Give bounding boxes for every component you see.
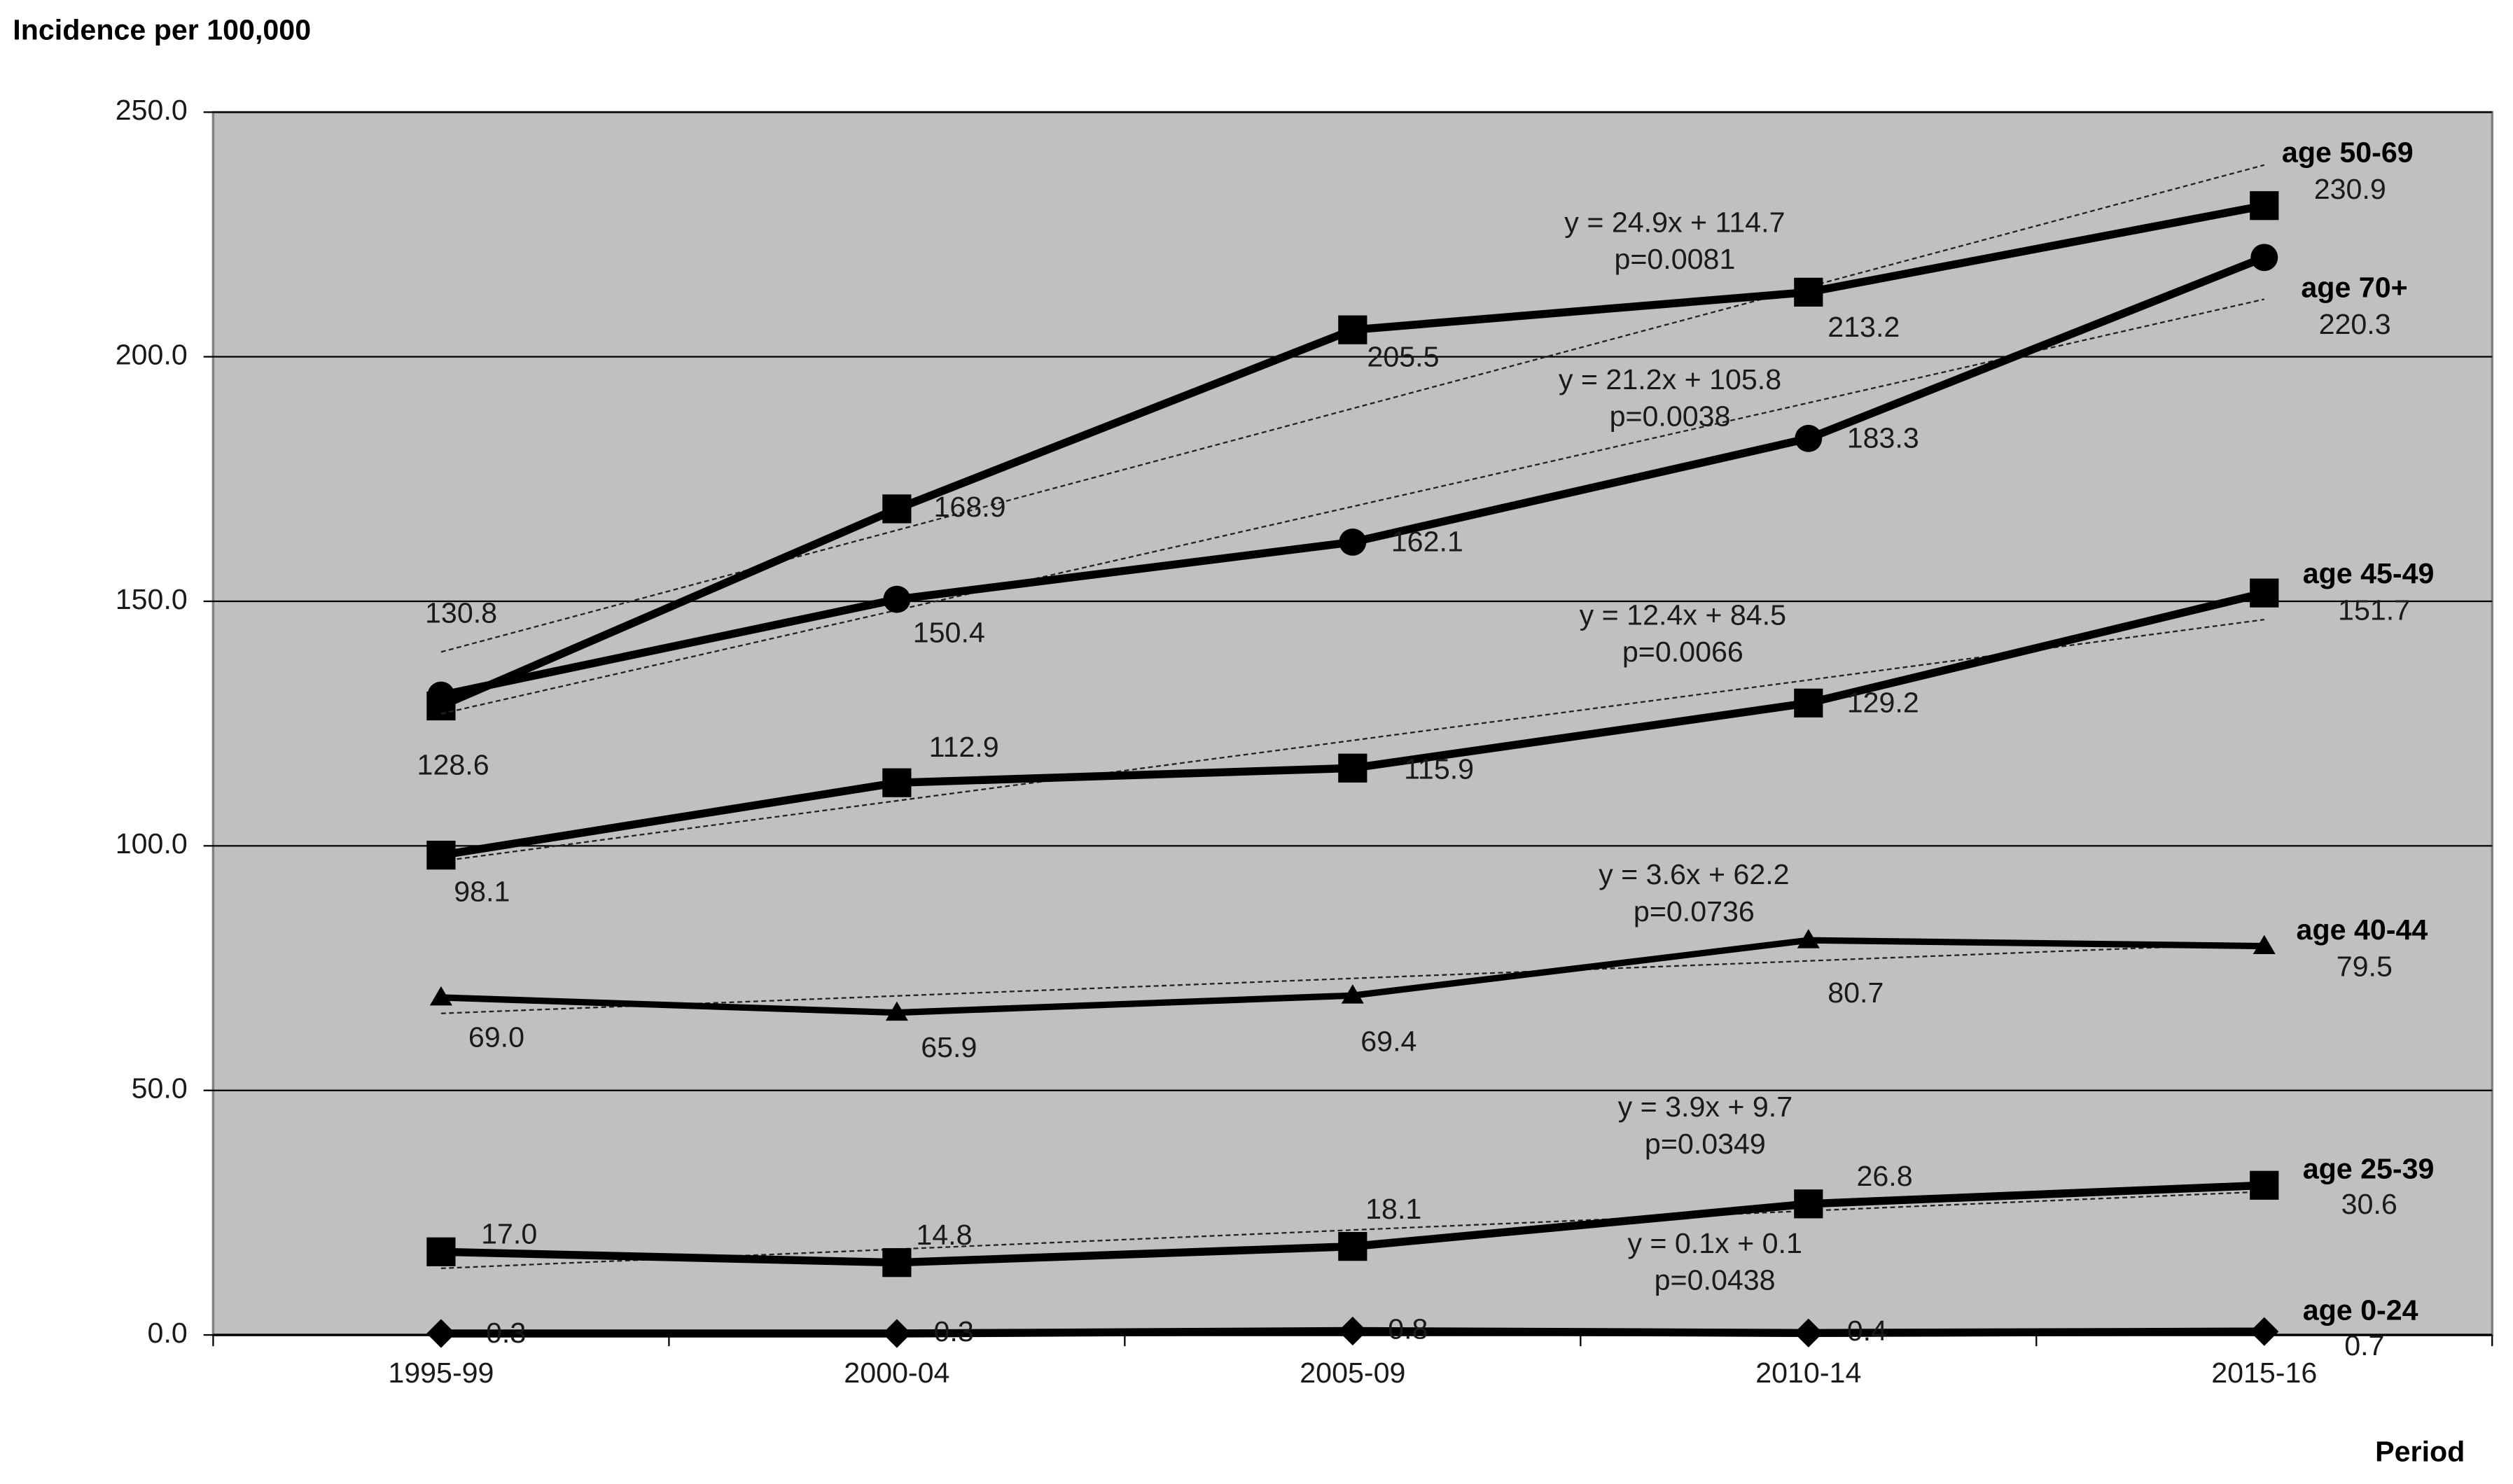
marker — [1338, 1316, 1367, 1346]
x-tick-label: 2015-16 — [2211, 1357, 2317, 1389]
marker — [1338, 1232, 1367, 1261]
marker — [882, 494, 912, 524]
value-label: 168.9 — [934, 491, 1006, 523]
trend-equation: y = 3.9x + 9.7 — [1618, 1091, 1793, 1123]
marker — [426, 1319, 456, 1348]
y-tick-label: 50.0 — [132, 1072, 188, 1105]
value-label: 30.6 — [2341, 1188, 2397, 1220]
marker — [2250, 1317, 2279, 1346]
trend-equation: y = 0.1x + 0.1 — [1627, 1227, 1802, 1259]
value-label: 220.3 — [2319, 308, 2391, 340]
trend-equation: y = 12.4x + 84.5 — [1580, 598, 1786, 631]
value-label: 65.9 — [921, 1031, 977, 1063]
marker — [882, 1248, 912, 1278]
marker — [1341, 984, 1364, 1004]
marker — [885, 1001, 908, 1021]
plot-area — [211, 111, 2493, 1336]
value-label: 115.9 — [1404, 753, 1474, 785]
marker — [427, 681, 455, 709]
marker — [2250, 191, 2279, 220]
marker — [1794, 1189, 1823, 1219]
value-label: 14.8 — [916, 1219, 972, 1251]
marker — [1794, 1318, 1823, 1348]
x-tick-label: 2005-09 — [1300, 1357, 1405, 1389]
value-label: 79.5 — [2337, 951, 2393, 983]
trend-line — [440, 298, 2265, 715]
value-label: 0.8 — [1388, 1312, 1428, 1345]
series-name: age 50-69 — [2282, 136, 2414, 168]
x-tick-label: 2000-04 — [844, 1357, 949, 1389]
series-name: age 0-24 — [2303, 1294, 2418, 1326]
marker — [1338, 753, 1367, 783]
marker — [1794, 688, 1823, 718]
marker — [1339, 528, 1367, 556]
x-tick-label: 2010-14 — [1755, 1357, 1861, 1389]
value-label: 151.7 — [2338, 594, 2410, 626]
marker — [2253, 934, 2276, 955]
marker — [1794, 277, 1823, 307]
trend-equation: y = 3.6x + 62.2 — [1599, 858, 1789, 890]
y-tick-label: 100.0 — [116, 827, 188, 860]
marker — [2250, 1170, 2279, 1200]
marker — [2250, 244, 2278, 272]
trend-p-value: p=0.0349 — [1645, 1128, 1766, 1160]
value-label: 98.1 — [454, 875, 510, 907]
marker — [426, 841, 456, 870]
value-label: 0.3 — [934, 1315, 974, 1348]
marker — [1797, 929, 1820, 948]
value-label: 130.8 — [425, 597, 497, 629]
value-label: 0.4 — [1847, 1315, 1887, 1347]
y-axis-title: Incidence per 100,000 — [13, 14, 311, 46]
marker — [429, 986, 452, 1006]
x-tick-label: 1995-99 — [388, 1357, 494, 1389]
trend-p-value: p=0.0066 — [1622, 636, 1743, 668]
marker — [2250, 578, 2279, 608]
value-label: 69.4 — [1360, 1026, 1416, 1058]
trend-equation: y = 24.9x + 114.7 — [1564, 206, 1785, 238]
value-label: 80.7 — [1828, 976, 1884, 1009]
y-tick-label: 250.0 — [116, 94, 188, 126]
value-label: 17.0 — [481, 1217, 537, 1250]
marker — [1795, 424, 1823, 452]
y-tick-label: 150.0 — [116, 583, 188, 615]
value-label: 0.3 — [486, 1317, 526, 1349]
value-label: 213.2 — [1828, 311, 1900, 343]
marker — [883, 585, 911, 613]
trend-p-value: p=0.0038 — [1610, 400, 1731, 432]
value-label: 230.9 — [2314, 173, 2386, 205]
marker — [882, 768, 912, 797]
value-label: 128.6 — [417, 748, 489, 780]
y-tick-label: 0.0 — [148, 1317, 188, 1349]
value-label: 162.1 — [1391, 526, 1463, 558]
trend-line — [440, 618, 2264, 862]
trend-p-value: p=0.0438 — [1655, 1264, 1776, 1296]
value-label: 0.7 — [2344, 1329, 2384, 1362]
value-label: 205.5 — [1367, 340, 1439, 372]
value-label: 69.0 — [468, 1021, 524, 1053]
value-label: 26.8 — [1856, 1160, 1912, 1192]
value-label: 183.3 — [1847, 421, 1919, 454]
series-name: age 40-44 — [2297, 913, 2428, 946]
marker — [882, 1319, 912, 1348]
marker — [426, 1237, 456, 1266]
series-name: age 45-49 — [2303, 557, 2435, 589]
value-label: 129.2 — [1847, 687, 1919, 719]
marker — [1338, 315, 1367, 344]
value-label: 150.4 — [913, 616, 985, 648]
trend-p-value: p=0.0081 — [1614, 243, 1735, 275]
value-label: 112.9 — [929, 731, 999, 763]
trend-p-value: p=0.0736 — [1634, 895, 1755, 927]
x-axis-title: Period — [2375, 1435, 2465, 1467]
y-tick-label: 200.0 — [116, 339, 188, 371]
series-name: age 70+ — [2301, 271, 2407, 303]
value-label: 18.1 — [1365, 1193, 1421, 1225]
trend-equation: y = 21.2x + 105.8 — [1559, 363, 1781, 396]
series-name: age 25-39 — [2303, 1153, 2435, 1185]
